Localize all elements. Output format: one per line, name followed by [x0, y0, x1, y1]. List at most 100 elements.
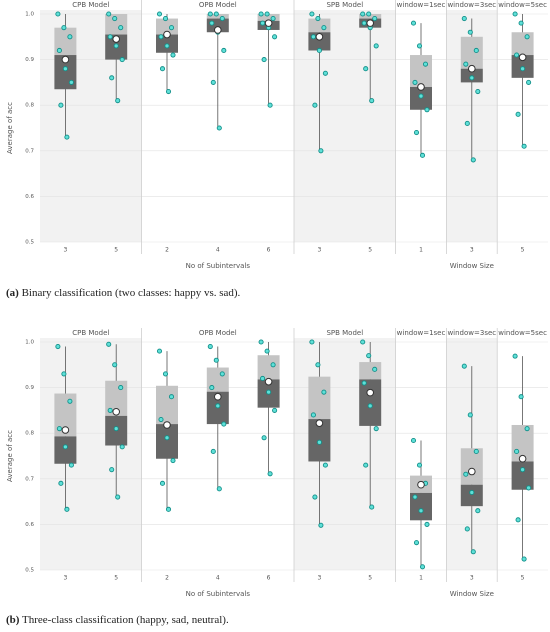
data-point: [213, 11, 219, 17]
data-point: [272, 34, 278, 40]
mean-marker: [163, 30, 171, 39]
data-point: [475, 508, 481, 514]
data-point: [64, 134, 70, 140]
facet-title: OPB Model: [199, 329, 237, 337]
facet-title: window=5sec: [498, 1, 547, 9]
data-point: [55, 344, 61, 350]
box-upper: [460, 36, 483, 69]
data-point: [475, 88, 481, 95]
x-tick-label: 3: [470, 575, 474, 582]
data-point: [373, 43, 379, 49]
data-point: [162, 16, 169, 22]
data-point: [473, 448, 479, 454]
mean-marker: [61, 55, 70, 64]
data-point: [209, 385, 215, 391]
mean-marker: [315, 33, 324, 41]
data-point: [159, 480, 166, 486]
data-point: [363, 462, 369, 468]
box-lower: [410, 492, 432, 521]
data-point: [267, 471, 273, 477]
facet-title: SPB Model: [326, 1, 363, 9]
data-point: [373, 426, 379, 432]
data-point: [219, 371, 225, 377]
data-point: [419, 564, 426, 570]
mean-marker: [315, 419, 324, 427]
data-point: [309, 339, 315, 345]
data-point: [67, 398, 73, 404]
data-point: [369, 504, 375, 510]
y-tick-label: 1.0: [25, 340, 34, 346]
box-upper: [156, 18, 178, 35]
box-lower: [54, 436, 77, 464]
data-point: [366, 353, 372, 359]
caption: (a) Binary classification (two classes: …: [0, 287, 550, 299]
data-point: [360, 339, 366, 345]
data-point: [469, 489, 475, 496]
mean-marker: [112, 407, 120, 416]
data-point: [424, 521, 430, 527]
data-point: [418, 93, 424, 99]
x-tick-label: 5: [521, 575, 525, 582]
data-point: [526, 485, 532, 491]
data-point: [62, 66, 68, 72]
data-point: [518, 20, 524, 26]
y-tick-label: 0.9: [25, 385, 34, 391]
x-tick-label: 3: [63, 247, 67, 254]
data-point: [115, 98, 121, 104]
data-point: [267, 102, 273, 108]
data-point: [55, 11, 61, 17]
data-point: [67, 34, 73, 40]
data-point: [315, 16, 321, 22]
data-point: [521, 143, 527, 149]
data-point: [106, 341, 112, 347]
data-point: [521, 556, 527, 562]
data-point: [526, 79, 532, 85]
box-upper: [359, 362, 382, 380]
x-tick-label: 6: [267, 247, 271, 254]
x-axis-label: Window Size: [450, 262, 494, 270]
x-axis-label: No of Subintervals: [186, 590, 251, 598]
caption-text: Three-class classification (happy, sad, …: [22, 614, 229, 626]
box-upper: [308, 376, 331, 420]
y-axis-label: Average of acc: [6, 102, 14, 154]
facet-title: window=5sec: [498, 329, 547, 337]
data-point: [461, 363, 467, 369]
data-point: [515, 517, 521, 523]
box-lower: [359, 379, 382, 426]
data-point: [470, 157, 476, 163]
data-point: [68, 462, 74, 468]
x-tick-label: 2: [165, 247, 169, 254]
data-point: [312, 102, 318, 108]
data-point: [514, 448, 520, 454]
mean-marker: [366, 388, 375, 397]
data-point: [473, 47, 479, 54]
data-point: [412, 494, 418, 500]
data-point: [62, 444, 68, 450]
x-tick-label: 3: [317, 575, 321, 582]
caption-tag: (a): [6, 287, 19, 299]
caption-text: Binary classification (two classes: happ…: [21, 287, 241, 299]
facet-title: OPB Model: [199, 1, 237, 9]
data-point: [412, 79, 418, 85]
data-point: [316, 47, 322, 54]
data-point: [170, 52, 176, 58]
data-point: [260, 375, 266, 382]
data-point: [270, 16, 276, 22]
box-upper: [359, 14, 382, 19]
data-point: [215, 403, 221, 409]
data-point: [520, 467, 526, 473]
data-point: [64, 506, 70, 512]
data-point: [58, 480, 64, 486]
mean-marker: [417, 83, 425, 91]
data-point: [418, 508, 424, 514]
x-tick-label: 1: [419, 247, 423, 254]
data-point: [221, 421, 227, 427]
data-point: [413, 130, 420, 136]
data-point: [56, 426, 62, 432]
data-point: [514, 52, 520, 58]
facet-title: SPB Model: [326, 329, 363, 337]
caption: (b) Three-class classification (happy, s…: [0, 614, 550, 626]
data-point: [464, 526, 470, 532]
data-point: [461, 16, 467, 22]
data-point: [310, 34, 316, 40]
